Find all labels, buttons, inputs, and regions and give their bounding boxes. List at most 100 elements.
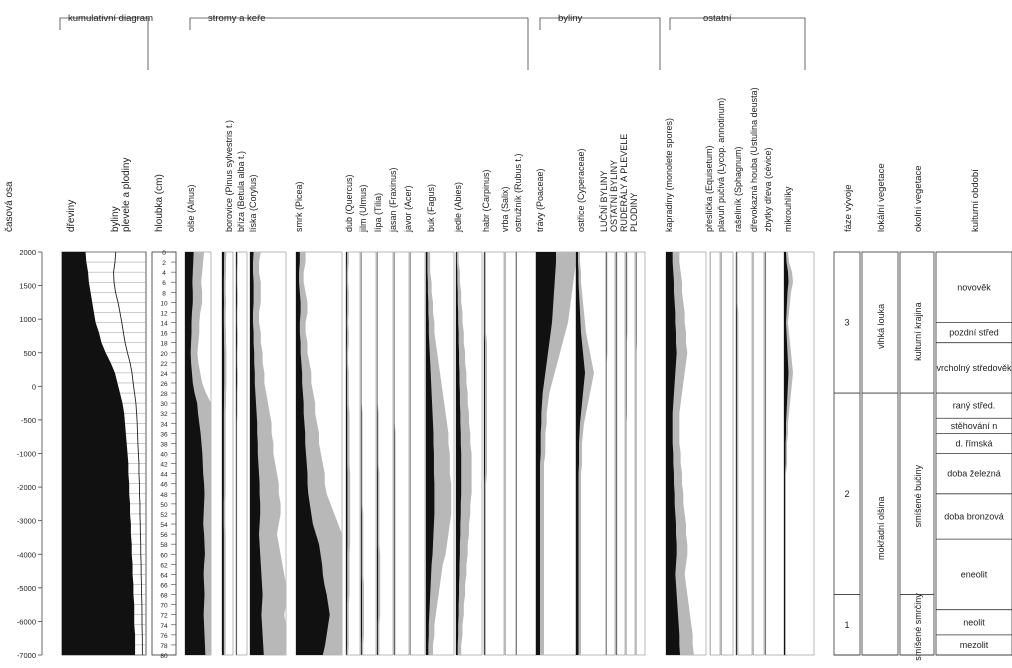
zone-label: mokřadní olšina bbox=[876, 496, 886, 560]
taxon-label: přeslička (Equisetum) bbox=[704, 145, 714, 232]
zone-label: raný střed. bbox=[953, 401, 996, 411]
cumulative-label-weeds: plevele a plodiny bbox=[121, 158, 132, 233]
depth-tick-label: 68 bbox=[160, 593, 168, 600]
time-tick-label: 0 bbox=[32, 382, 36, 391]
taxon-frame bbox=[410, 252, 425, 655]
cumulative-label-trees: dřeviny bbox=[66, 200, 77, 232]
taxon-column bbox=[753, 252, 764, 655]
taxon-label: plavuň pučivá (Lycop. annotinum) bbox=[716, 98, 726, 232]
zone-label: vlhká louka bbox=[876, 304, 886, 349]
group-bracket bbox=[190, 18, 528, 70]
depth-tick-label: 74 bbox=[160, 623, 168, 630]
time-tick-label: -3000 bbox=[17, 517, 36, 526]
taxon-label: smrk (Picea) bbox=[294, 181, 304, 232]
taxon-column bbox=[721, 252, 733, 655]
taxon-column bbox=[536, 252, 576, 655]
taxon-frame bbox=[710, 252, 720, 655]
depth-tick-label: 52 bbox=[160, 512, 168, 519]
depth-tick-label: 38 bbox=[160, 441, 168, 448]
zone-label: stěhování n bbox=[951, 421, 998, 431]
zone-label: 1 bbox=[844, 620, 849, 630]
taxon-area bbox=[736, 252, 737, 655]
taxon-label: trávy (Poaceae) bbox=[535, 168, 545, 232]
depth-tick-label: 50 bbox=[160, 502, 168, 509]
depth-tick-label: 6 bbox=[162, 280, 166, 287]
taxon-label: RUDERÁLY A PLEVELE bbox=[619, 134, 629, 232]
taxon-column bbox=[410, 252, 425, 655]
depth-tick-label: 12 bbox=[160, 310, 168, 317]
taxon-frame bbox=[765, 252, 787, 655]
taxon-label: lípa (Tilia) bbox=[373, 193, 383, 232]
zone-label: 3 bbox=[844, 318, 849, 328]
depth-tick-label: 26 bbox=[160, 381, 168, 388]
zone-header: fáze vývoje bbox=[843, 184, 854, 232]
depth-tick-label: 80 bbox=[160, 653, 168, 660]
depth-tick-label: 24 bbox=[160, 371, 168, 378]
taxon-column bbox=[236, 252, 247, 655]
taxon-column bbox=[484, 252, 504, 655]
depth-tick-label: 16 bbox=[160, 331, 168, 338]
group-bracket bbox=[670, 18, 805, 70]
taxon-column bbox=[377, 252, 393, 655]
taxon-label: líska (Corylus) bbox=[248, 174, 258, 232]
depth-tick-label: 10 bbox=[160, 300, 168, 307]
taxon-column bbox=[626, 252, 635, 655]
taxon-column bbox=[516, 252, 536, 655]
taxon-column bbox=[505, 252, 516, 655]
taxon-frame bbox=[753, 252, 764, 655]
taxon-column bbox=[606, 252, 615, 655]
zone-label: d. římská bbox=[955, 438, 992, 448]
taxon-frame bbox=[505, 252, 516, 655]
depth-tick-label: 64 bbox=[160, 572, 168, 579]
taxon-label: jedle (Abies) bbox=[453, 182, 463, 233]
taxon-column bbox=[361, 252, 376, 655]
depth-tick-label: 32 bbox=[160, 411, 168, 418]
taxon-label: dřevokazná houba (Ustulina deusta) bbox=[749, 87, 759, 232]
taxon-column bbox=[736, 252, 752, 655]
zone-label: pozdní střed bbox=[949, 328, 999, 338]
depth-tick-label: 8 bbox=[162, 290, 166, 297]
taxon-label: jasan (Fraxinus) bbox=[388, 167, 398, 233]
taxon-column bbox=[185, 252, 211, 655]
zone-label: mezolit bbox=[960, 640, 989, 650]
zone-label: 2 bbox=[844, 489, 849, 499]
depth-tick-label: 0 bbox=[162, 250, 166, 257]
depth-tick-label: 36 bbox=[160, 431, 168, 438]
depth-tick-label: 30 bbox=[160, 401, 168, 408]
taxon-label: jilm (Ulmus) bbox=[358, 185, 368, 234]
taxon-label: PLODINY bbox=[629, 192, 639, 232]
time-tick-label: 2000 bbox=[19, 248, 36, 257]
depth-tick-label: 56 bbox=[160, 532, 168, 539]
depth-tick-label: 28 bbox=[160, 391, 168, 398]
taxon-column bbox=[666, 252, 706, 655]
zone-label: novověk bbox=[957, 282, 991, 292]
taxon-label: mikrouhlíky bbox=[783, 186, 793, 232]
depth-tick-label: 40 bbox=[160, 452, 168, 459]
taxon-column bbox=[636, 252, 645, 655]
depth-tick-label: 22 bbox=[160, 361, 168, 368]
depth-tick-label: 2 bbox=[162, 260, 166, 267]
depth-tick-label: 60 bbox=[160, 552, 168, 559]
group-bracket bbox=[540, 18, 660, 70]
zone-label: smíšené bučiny bbox=[913, 464, 923, 527]
depth-tick-label: 66 bbox=[160, 582, 168, 589]
depth-tick-label: 34 bbox=[160, 421, 168, 428]
time-tick-label: -500 bbox=[21, 416, 36, 425]
taxon-label: buk (Fagus) bbox=[426, 184, 436, 232]
taxon-column bbox=[765, 252, 787, 655]
time-tick-label: -4000 bbox=[17, 550, 36, 559]
cumulative-label-herbs: byliny bbox=[110, 206, 121, 232]
taxon-label: borovice (Pinus sylvestris t.) bbox=[224, 120, 234, 232]
depth-tick-label: 44 bbox=[160, 472, 168, 479]
depth-tick-label: 72 bbox=[160, 613, 168, 620]
depth-axis-label: hloubka (cm) bbox=[154, 174, 165, 232]
taxon-label: ostřice (Cyperaceae) bbox=[576, 148, 586, 232]
taxon-column bbox=[456, 252, 482, 655]
depth-tick-label: 48 bbox=[160, 492, 168, 499]
taxon-label: bříza (Betula alba t.) bbox=[236, 151, 246, 232]
group-label: stromy a keře bbox=[208, 13, 266, 24]
zone-header: lokální vegetace bbox=[876, 163, 887, 232]
taxon-column bbox=[576, 252, 606, 655]
